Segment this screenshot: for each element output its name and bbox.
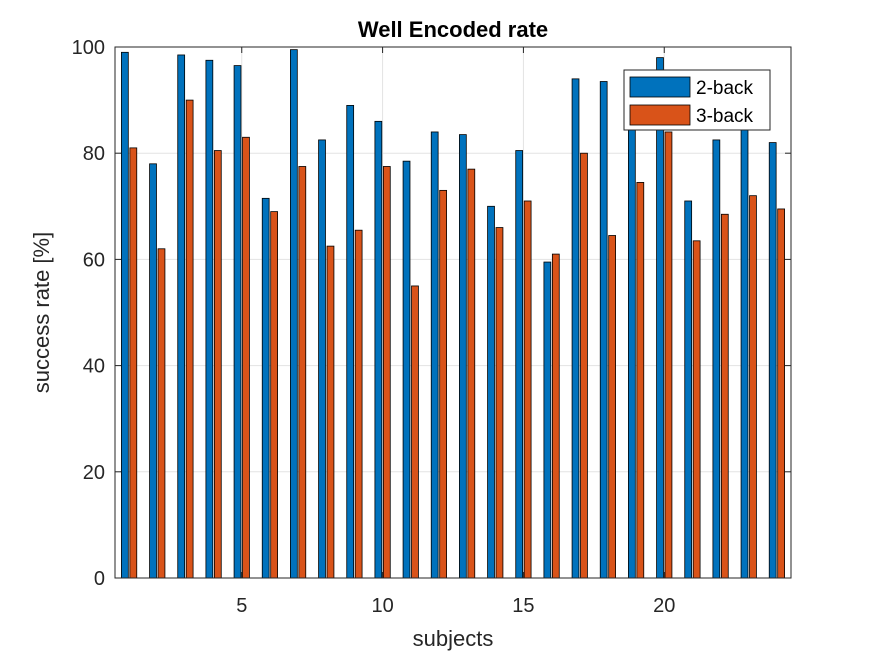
bar-2-back: [177, 54, 186, 579]
y-tick-label: 80: [83, 143, 105, 165]
legend: 2-back 3-back: [623, 69, 771, 131]
y-tick-label: 0: [94, 568, 105, 590]
bar-2-back: [149, 163, 157, 579]
bar-3-back: [777, 208, 785, 579]
plot-area: [115, 47, 791, 578]
y-tick-label: 60: [83, 249, 105, 271]
x-tick-label: 10: [371, 595, 393, 617]
bar-3-back: [495, 227, 504, 579]
bar-2-back: [121, 51, 129, 579]
axis-ticks: 0 20 40 60 80 100 5 10 15 20: [72, 37, 791, 617]
bar-3-back: [213, 150, 222, 579]
bar-2-back: [318, 139, 326, 579]
legend-label: 3-back: [696, 106, 754, 127]
legend-swatch: [629, 104, 691, 126]
bar-3-back: [467, 168, 476, 579]
bar-2-back: [233, 65, 242, 579]
bar-3-back: [749, 195, 757, 579]
bar-3-back: [439, 189, 447, 579]
bar-3-back: [326, 245, 335, 579]
bar-2-back: [740, 128, 749, 579]
bar-3-back: [692, 240, 701, 579]
bar-2-back: [543, 261, 552, 579]
bar-2-back: [487, 205, 495, 579]
bar-2-back: [374, 120, 383, 579]
bar-3-back: [185, 99, 194, 579]
bar-2-back: [261, 197, 270, 579]
x-tick-label: 5: [236, 595, 247, 617]
bar-3-back: [608, 235, 616, 579]
bar-3-back: [551, 253, 560, 579]
bar-2-back: [768, 142, 777, 579]
bar-2-back: [684, 200, 693, 579]
bar-2-back: [205, 59, 214, 579]
bar-3-back: [664, 131, 673, 579]
bar-3-back: [636, 182, 645, 579]
bars: [121, 49, 785, 579]
bar-3-back: [411, 285, 419, 579]
bar-2-back: [599, 81, 608, 579]
bar-3-back: [523, 200, 532, 579]
bar-2-back: [430, 131, 439, 579]
legend-label: 2-back: [696, 78, 754, 99]
bar-2-back: [346, 105, 355, 579]
bar-3-back: [298, 166, 307, 579]
bar-2-back: [571, 78, 580, 579]
bar-2-back: [290, 49, 298, 579]
legend-swatch: [629, 76, 691, 98]
bar-3-back: [129, 147, 138, 579]
y-tick-label: 100: [72, 37, 105, 59]
bar-2-back: [515, 150, 524, 579]
bar-2-back: [402, 160, 411, 579]
x-tick-label: 20: [653, 595, 675, 617]
bar-2-back: [459, 134, 467, 579]
bar-3-back: [242, 136, 250, 579]
bar-3-back: [270, 211, 278, 579]
x-axis-label: subjects: [413, 626, 494, 651]
chart-title: Well Encoded rate: [358, 17, 548, 42]
bar-3-back: [157, 248, 166, 579]
bar-2-back: [628, 128, 636, 579]
grid-lines: [115, 47, 791, 578]
axes-box: [114, 46, 792, 579]
bar-3-back: [580, 152, 588, 579]
y-tick-label: 20: [83, 462, 105, 484]
bar-3-back: [382, 166, 391, 579]
y-axis-label: success rate [%]: [29, 232, 54, 393]
bar-3-back: [354, 229, 363, 579]
bar-3-back: [720, 213, 729, 579]
bar-2-back: [656, 57, 664, 579]
bar-2-back: [712, 139, 721, 579]
y-tick-label: 40: [83, 356, 105, 378]
x-tick-label: 15: [512, 595, 534, 617]
